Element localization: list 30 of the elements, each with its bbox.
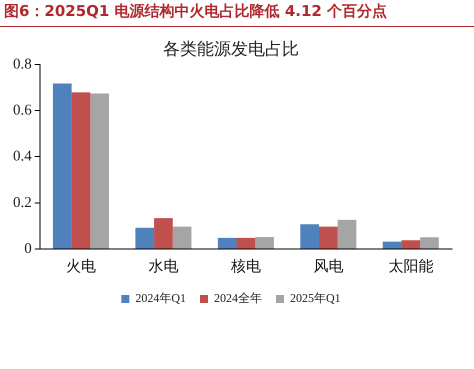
bar (318, 226, 338, 248)
y-tick-label: 0.8 (13, 56, 32, 72)
x-tick-label: 火电 (66, 256, 96, 275)
legend-label: 2024全年 (214, 291, 262, 306)
chart-title: 图6：2025Q1 电源结构中火电占比降低 4.12 个百分点 (4, 2, 388, 21)
legend-label: 2025年Q1 (290, 291, 341, 306)
bar (218, 238, 237, 248)
y-tick-label: 0.2 (13, 194, 32, 211)
bar (154, 218, 173, 248)
chart-subtitle: 各类能源发电占比 (163, 40, 299, 60)
bar (255, 237, 274, 248)
bar (236, 238, 256, 248)
bar (172, 226, 192, 248)
y-tick-label: 0.4 (13, 148, 32, 165)
legend-label: 2024年Q1 (135, 291, 186, 306)
bar (135, 228, 154, 248)
x-tick-label: 水电 (148, 256, 178, 275)
x-tick-label: 核电 (230, 256, 261, 275)
bar (72, 92, 90, 248)
bar (401, 240, 420, 248)
bar (300, 224, 319, 248)
x-tick-label: 太阳能 (388, 256, 434, 275)
bar (382, 242, 402, 248)
x-tick-label: 风电 (313, 256, 344, 275)
bar (420, 237, 439, 248)
bar (338, 220, 356, 248)
bar (52, 84, 72, 248)
y-tick-label: 0 (24, 240, 32, 257)
y-tick-label: 0.6 (13, 102, 32, 118)
bar (90, 93, 110, 248)
